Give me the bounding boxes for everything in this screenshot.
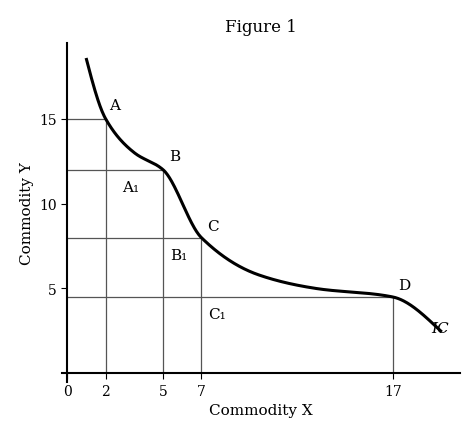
Text: B: B	[169, 150, 180, 164]
Text: C₁: C₁	[208, 307, 226, 321]
X-axis label: Commodity X: Commodity X	[209, 403, 312, 418]
Text: D: D	[399, 278, 411, 292]
Text: A: A	[109, 99, 120, 113]
Text: IC: IC	[431, 321, 449, 335]
Text: A₁: A₁	[122, 180, 139, 194]
Text: C: C	[207, 219, 219, 233]
Title: Figure 1: Figure 1	[225, 20, 297, 36]
Text: B₁: B₁	[170, 248, 187, 262]
Y-axis label: Commodity Y: Commodity Y	[20, 161, 34, 264]
